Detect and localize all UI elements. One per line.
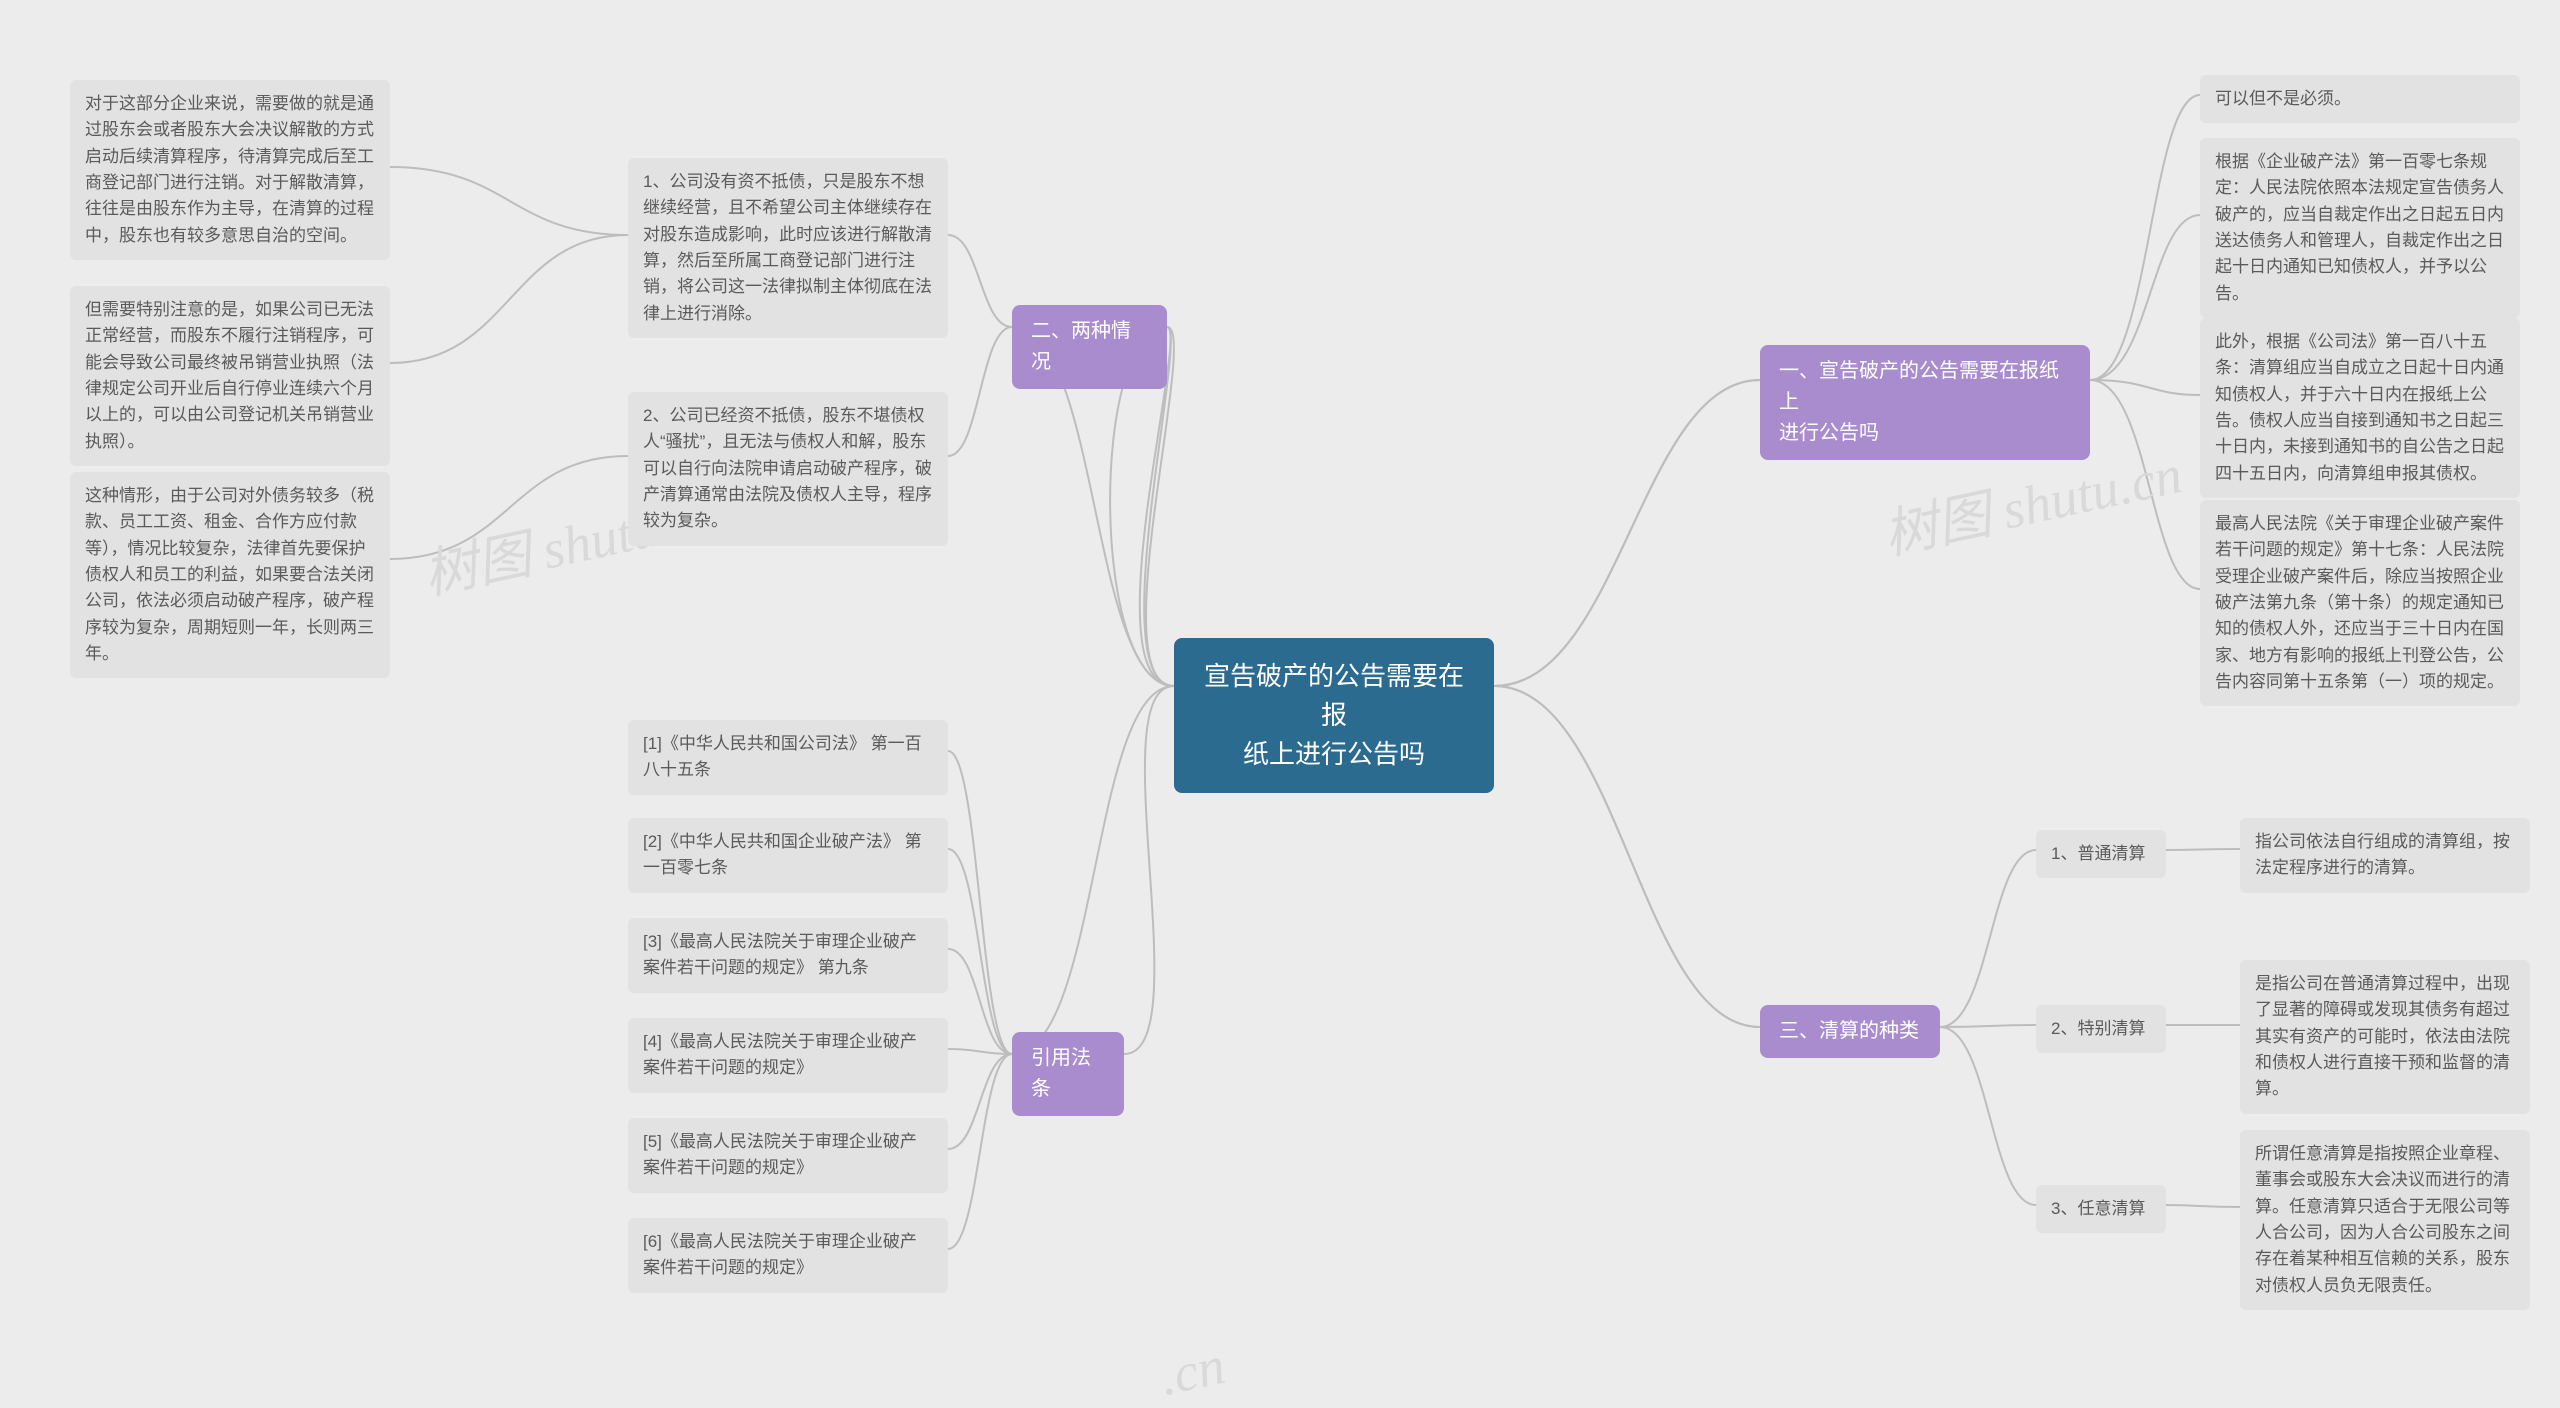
leaf-l1b: 2、公司已经资不抵债，股东不堪债权人“骚扰”，且无法与债权人和解，股东可以自行向…: [628, 392, 948, 546]
leaf-l1a1: 对于这部分企业来说，需要做的就是通过股东会或者股东大会决议解散的方式启动后续清算…: [70, 80, 390, 260]
mindmap-root: 宣告破产的公告需要在报纸上进行公告吗: [1174, 638, 1494, 793]
leaf-r1a: 可以但不是必须。: [2200, 75, 2520, 123]
branch-r2: 三、清算的种类: [1760, 1005, 1940, 1058]
leaf-r2b: 2、特别清算: [2036, 1005, 2166, 1053]
leaf-r2a: 1、普通清算: [2036, 830, 2166, 878]
branch-l1: 二、两种情况: [1012, 305, 1167, 389]
leaf-r2c1: 所谓任意清算是指按照企业章程、董事会或股东大会决议而进行的清算。任意清算只适合于…: [2240, 1130, 2530, 1310]
leaf-l2d: [4]《最高人民法院关于审理企业破产案件若干问题的规定》: [628, 1018, 948, 1093]
leaf-l1a2: 但需要特别注意的是，如果公司已无法正常经营，而股东不履行注销程序，可能会导致公司…: [70, 286, 390, 466]
branch-l2: 引用法条: [1012, 1032, 1124, 1116]
leaf-r2b1: 是指公司在普通清算过程中，出现了显著的障碍或发现其债务有超过其实有资产的可能时，…: [2240, 960, 2530, 1114]
branch-r1: 一、宣告破产的公告需要在报纸上进行公告吗: [1760, 345, 2090, 460]
leaf-l2a: [1]《中华人民共和国公司法》 第一百八十五条: [628, 720, 948, 795]
leaf-r2a1: 指公司依法自行组成的清算组，按法定程序进行的清算。: [2240, 818, 2530, 893]
leaf-l2f: [6]《最高人民法院关于审理企业破产案件若干问题的规定》: [628, 1218, 948, 1293]
watermark: .cn: [1154, 1334, 1230, 1408]
leaf-l2e: [5]《最高人民法院关于审理企业破产案件若干问题的规定》: [628, 1118, 948, 1193]
leaf-r1b: 根据《企业破产法》第一百零七条规定：人民法院依照本法规定宣告债务人破产的，应当自…: [2200, 138, 2520, 318]
leaf-l2c: [3]《最高人民法院关于审理企业破产案件若干问题的规定》 第九条: [628, 918, 948, 993]
leaf-l2b: [2]《中华人民共和国企业破产法》 第一百零七条: [628, 818, 948, 893]
leaf-r2c: 3、任意清算: [2036, 1185, 2166, 1233]
leaf-l1b1: 这种情形，由于公司对外债务较多（税款、员工工资、租金、合作方应付款等），情况比较…: [70, 472, 390, 678]
leaf-l1a: 1、公司没有资不抵债，只是股东不想继续经营，且不希望公司主体继续存在对股东造成影…: [628, 158, 948, 338]
leaf-r1d: 最高人民法院《关于审理企业破产案件若干问题的规定》第十七条：人民法院受理企业破产…: [2200, 500, 2520, 706]
leaf-r1c: 此外，根据《公司法》第一百八十五条：清算组应当自成立之日起十日内通知债权人，并于…: [2200, 318, 2520, 498]
